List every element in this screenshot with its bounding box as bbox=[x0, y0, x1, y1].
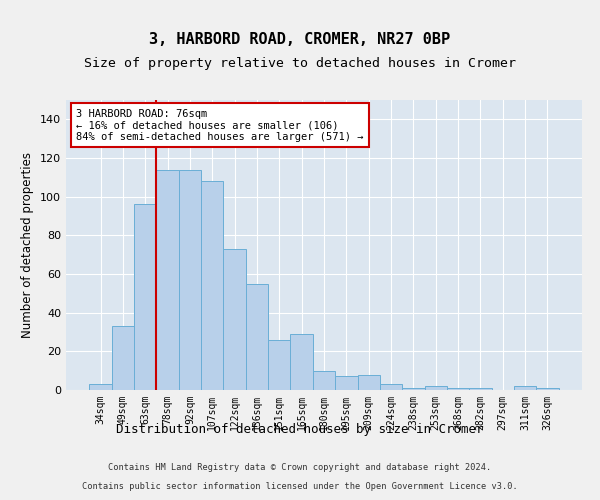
Y-axis label: Number of detached properties: Number of detached properties bbox=[22, 152, 34, 338]
Text: 3 HARBORD ROAD: 76sqm
← 16% of detached houses are smaller (106)
84% of semi-det: 3 HARBORD ROAD: 76sqm ← 16% of detached … bbox=[76, 108, 364, 142]
Bar bbox=[89, 384, 112, 390]
Text: 3, HARBORD ROAD, CROMER, NR27 0BP: 3, HARBORD ROAD, CROMER, NR27 0BP bbox=[149, 32, 451, 48]
Bar bbox=[447, 388, 469, 390]
Text: Size of property relative to detached houses in Cromer: Size of property relative to detached ho… bbox=[84, 58, 516, 70]
Bar bbox=[536, 388, 559, 390]
Bar bbox=[134, 204, 157, 390]
Bar bbox=[402, 388, 425, 390]
Bar bbox=[335, 376, 358, 390]
Bar bbox=[223, 249, 246, 390]
Bar bbox=[246, 284, 268, 390]
Text: Contains HM Land Registry data © Crown copyright and database right 2024.: Contains HM Land Registry data © Crown c… bbox=[109, 464, 491, 472]
Bar bbox=[514, 386, 536, 390]
Bar bbox=[380, 384, 402, 390]
Bar bbox=[201, 181, 223, 390]
Bar bbox=[157, 170, 179, 390]
Text: Distribution of detached houses by size in Cromer: Distribution of detached houses by size … bbox=[116, 422, 484, 436]
Bar bbox=[358, 374, 380, 390]
Bar bbox=[425, 386, 447, 390]
Bar bbox=[469, 388, 491, 390]
Bar bbox=[313, 370, 335, 390]
Bar bbox=[179, 170, 201, 390]
Bar bbox=[290, 334, 313, 390]
Bar bbox=[268, 340, 290, 390]
Bar bbox=[112, 326, 134, 390]
Text: Contains public sector information licensed under the Open Government Licence v3: Contains public sector information licen… bbox=[82, 482, 518, 491]
